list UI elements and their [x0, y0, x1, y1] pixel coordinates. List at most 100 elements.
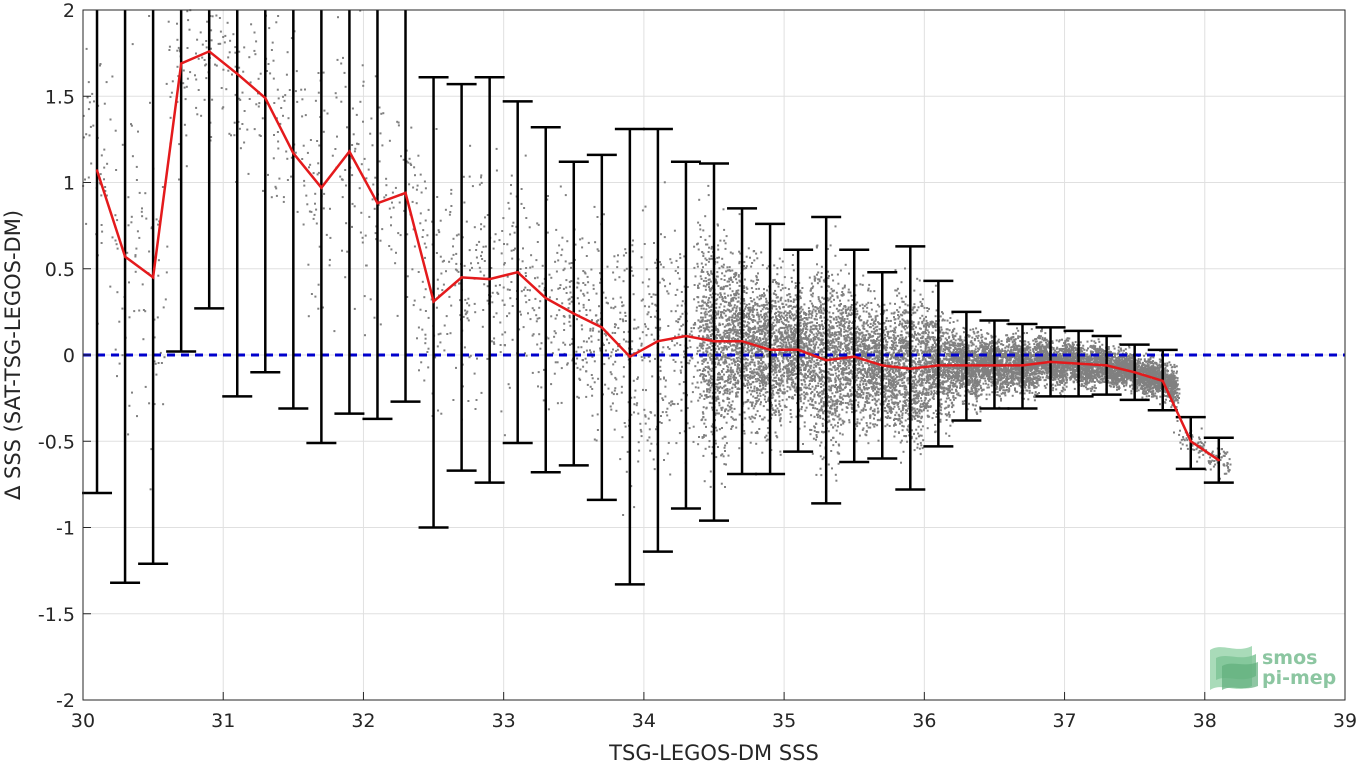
scatter-point — [677, 318, 680, 321]
scatter-point — [822, 391, 825, 394]
scatter-point — [838, 309, 841, 312]
scatter-point — [666, 290, 669, 293]
scatter-point — [459, 299, 462, 302]
scatter-point — [764, 350, 767, 353]
scatter-point — [789, 304, 792, 307]
scatter-point — [750, 404, 753, 407]
scatter-point — [744, 338, 747, 341]
scatter-point — [646, 439, 649, 442]
scatter-point — [832, 279, 835, 282]
scatter-point — [316, 173, 319, 176]
scatter-point — [88, 134, 91, 137]
scatter-point — [833, 366, 836, 369]
scatter-point — [744, 307, 747, 310]
scatter-point — [828, 385, 831, 388]
scatter-point — [719, 385, 722, 388]
scatter-point — [823, 363, 826, 365]
scatter-point — [702, 375, 705, 378]
scatter-point — [720, 358, 723, 361]
scatter-point — [586, 291, 589, 294]
scatter-point — [578, 377, 581, 380]
scatter-point — [702, 295, 705, 298]
scatter-point — [835, 391, 837, 394]
scatter-point — [731, 314, 734, 317]
scatter-point — [744, 350, 747, 353]
scatter-point — [794, 358, 797, 361]
scatter-point — [697, 399, 700, 402]
scatter-point — [793, 337, 796, 340]
scatter-point — [635, 327, 638, 330]
scatter-point — [733, 312, 736, 315]
scatter-point — [851, 386, 854, 389]
scatter-point — [756, 296, 759, 299]
scatter-point — [782, 316, 785, 319]
scatter-point — [490, 267, 493, 269]
scatter-point — [655, 304, 658, 307]
scatter-point — [813, 429, 816, 432]
scatter-point — [663, 377, 665, 380]
scatter-point — [427, 347, 430, 350]
scatter-point — [817, 271, 820, 274]
scatter-point — [767, 346, 770, 349]
scatter-point — [679, 344, 682, 346]
scatter-point — [702, 360, 705, 363]
scatter-point — [736, 305, 739, 308]
scatter-point — [724, 296, 727, 298]
scatter-point — [690, 400, 693, 403]
scatter-point — [555, 314, 558, 317]
scatter-point — [501, 299, 504, 302]
scatter-point — [827, 376, 830, 379]
scatter-point — [814, 338, 817, 341]
scatter-point — [294, 90, 297, 93]
scatter-point — [758, 298, 761, 301]
scatter-point — [705, 259, 708, 261]
scatter-point — [765, 383, 768, 385]
scatter-point — [304, 88, 306, 91]
scatter-point — [563, 322, 566, 325]
scatter-point — [705, 395, 708, 398]
scatter-point — [810, 344, 813, 347]
scatter-point — [553, 335, 556, 338]
scatter-point — [662, 279, 665, 282]
scatter-point — [581, 328, 584, 331]
scatter-point — [658, 261, 661, 263]
scatter-point — [566, 363, 569, 366]
scatter-point — [667, 441, 670, 444]
scatter-point — [728, 336, 731, 339]
scatter-point — [709, 301, 712, 304]
scatter-point — [847, 333, 850, 336]
scatter-point — [758, 343, 760, 346]
scatter-point — [801, 308, 804, 311]
scatter-point — [420, 361, 423, 364]
scatter-point — [834, 379, 837, 382]
scatter-point — [822, 328, 824, 330]
scatter-point — [495, 312, 498, 315]
scatter-point — [775, 391, 778, 394]
scatter-point — [812, 333, 815, 336]
scatter-point — [831, 325, 834, 328]
scatter-point — [820, 378, 823, 381]
scatter-point — [830, 423, 833, 426]
scatter-point — [801, 330, 804, 333]
scatter-point — [189, 71, 192, 74]
scatter-point — [435, 233, 438, 236]
scatter-point — [439, 332, 442, 335]
scatter-point — [709, 470, 712, 473]
scatter-point — [649, 411, 652, 413]
scatter-point — [804, 327, 807, 330]
scatter-point — [611, 331, 614, 334]
scatter-point — [582, 303, 585, 306]
scatter-point — [427, 316, 430, 319]
scatter-point — [500, 410, 503, 413]
scatter-point — [835, 375, 838, 378]
scatter-point — [821, 303, 824, 306]
scatter-point — [698, 282, 701, 285]
scatter-point — [710, 353, 713, 356]
scatter-point — [388, 139, 391, 142]
scatter-point — [771, 396, 774, 399]
scatter-point — [815, 245, 818, 248]
scatter-point — [727, 304, 730, 307]
scatter-point — [620, 385, 623, 388]
scatter-point — [710, 272, 713, 275]
scatter-point — [743, 332, 746, 335]
